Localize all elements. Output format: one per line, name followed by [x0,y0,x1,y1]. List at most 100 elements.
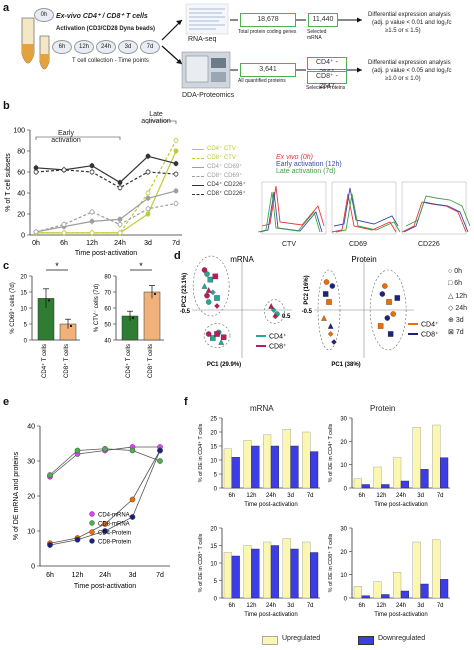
c-y-tick-label: 5 [24,323,28,329]
f-y-tick-label: 0 [214,597,218,603]
c-y-tick-label: 20 [20,275,27,281]
f-y-axis-title: % of DE in CD4⁺ T cells [197,423,204,482]
prot-total-label: All quantified proteins [238,78,286,84]
f-bar-up [282,429,291,489]
prot-cd8: CD8⁺ - 2547 [316,73,338,90]
c-dot [131,316,135,320]
f-bar-up [412,541,421,599]
d-cluster-ellipse [264,299,285,324]
f-x-tick-label: 24h [396,493,406,499]
e-x-tick-label: 24h [99,572,111,579]
b-legend-swatch [192,158,204,159]
d-point [205,299,212,305]
f-x-tick-label: 6h [358,493,365,499]
e-legend-marker [89,538,95,544]
legend-swatch-up [262,636,278,645]
a-title-2: Activation (CD3/CD28 Dyna beads) [56,26,156,32]
b-point [173,201,179,206]
f-x-axis-title: Time post-activation [244,502,297,508]
d-point [207,276,214,283]
hist-curve [261,185,325,227]
c-y-tick-label: 15 [20,291,27,297]
c-x-tick-label: CD4⁺ T cells [41,344,48,378]
hist-label-cd69: CD69 [349,241,367,248]
b-point [145,190,151,196]
c-y-tick-label: 40 [104,339,111,345]
f-x-tick-label: 3d [417,603,424,609]
e-legend-label: CD4-mRNA [98,512,130,518]
f-bar-up [223,448,233,489]
c-dot [69,324,73,328]
f-bar-up [223,552,233,599]
panel-label-f: f [184,396,188,408]
f-y-tick-label: 20 [210,431,217,437]
e-point [157,447,163,454]
hist-curve [401,201,467,233]
e-y-tick-label: 30 [27,459,35,466]
f-x-tick-label: 6h [228,603,235,609]
b-series-line [35,155,177,184]
shape-legend-item: ◇ 24h [448,304,467,312]
d-point [201,267,208,273]
b-legend-swatch [192,185,204,186]
e-point [47,542,53,548]
b-point [173,138,179,143]
b-x-tick-label: 3d [144,240,152,247]
rnaseq-label: RNA-seq [188,36,217,43]
b-point [173,161,179,166]
e-point [102,521,108,527]
b-x-axis-title: Time post-activation [75,250,137,257]
f-bar-up [432,424,441,489]
b-point [61,167,67,173]
timepoint-circle-24h: 24h [96,40,116,54]
f-bar-up [373,581,382,599]
d-point [390,311,396,317]
hist-curve [331,193,397,233]
d-legend-label: CD8⁺ [421,332,439,339]
hist-frame [261,181,327,235]
legend-down-label: Downregulated [378,635,426,642]
b-legend-swatch [192,149,204,150]
b-point [117,185,123,191]
f-y-tick-label: 0 [344,597,348,603]
f-bar-down [381,594,390,599]
legend-swatch-down [358,636,374,645]
hist-legend-late: Late activation (7d) [276,168,336,175]
e-x-tick-label: 7d [156,572,164,579]
f-bar-charts: 0 5 10 15 20 25 % of DE in CD4⁺ T cells 6h 12h 24… [197,417,450,618]
f-x-tick-label: 12h [376,603,386,609]
d-point [379,291,386,297]
d-point [220,334,227,340]
f-x-tick-label: 7d [437,603,444,609]
d-neg-label: -0.5 [180,309,191,315]
rna-total-label: Total protein coding genes [238,29,297,35]
rnaseq-image [185,3,229,35]
d-point [210,289,216,296]
exvivo-circle: 0h [34,8,54,22]
f-bar-down [400,480,410,489]
b-legend-label: CD8⁺ CD226⁺ [207,191,246,197]
f-y-tick-label: 10 [340,463,347,469]
shape-legend-item: ○ 0h [448,268,462,275]
hist-frame [401,181,467,235]
f-bar-down [231,457,240,489]
f-x-axis-title: Time post-activation [244,612,297,618]
hist-legend-exvivo: Ex vivo (0h) [276,154,313,161]
f-bar-up [243,545,252,599]
b-y-tick-label: 100 [13,128,25,135]
d-point [326,299,332,305]
f-y-tick-label: 30 [340,527,347,533]
d-neg-label: -0.5 [302,309,313,315]
d-point [214,331,220,337]
proteomics-image [181,51,231,89]
b-line-chart: 0 20 40 60 80 100 0h 6h 12h 24h 3d 7d Time post-acti… [5,120,182,257]
timepoint-circle-6h: 6h [52,40,72,54]
b-series-line [35,202,177,233]
shape-legend-label: 12h [455,293,468,300]
f-bar-up [302,431,311,489]
shape-legend-glyph: △ [448,293,456,300]
b-point [117,222,123,227]
shape-legend-glyph: ⊕ [448,317,456,324]
shape-legend-label: 24h [455,305,468,312]
early-label: Early activation [51,130,81,144]
